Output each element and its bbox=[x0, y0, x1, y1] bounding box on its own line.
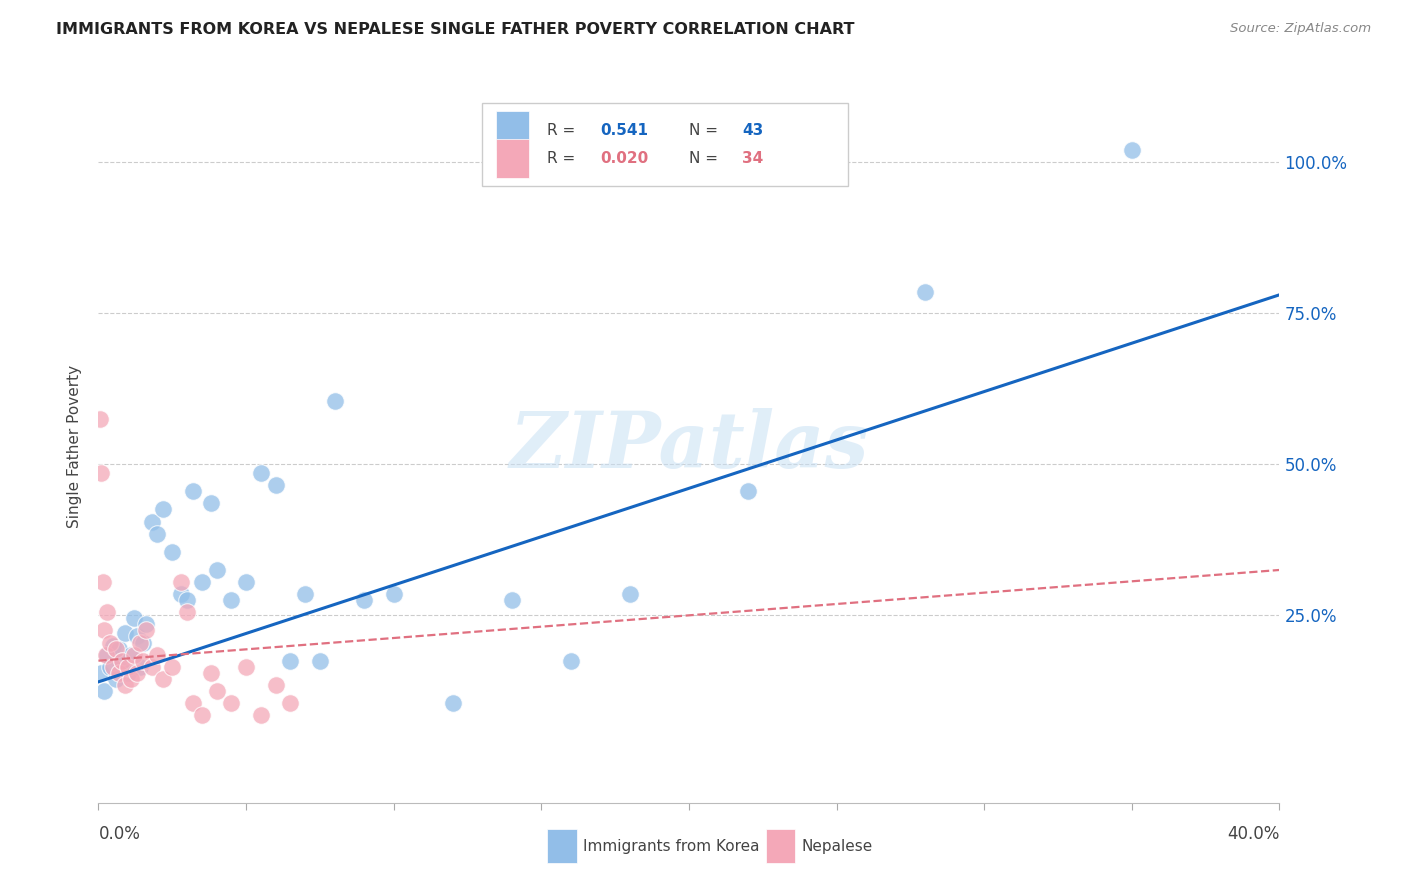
Point bbox=[170, 587, 193, 601]
Bar bbox=[766, 830, 796, 863]
Text: 0.541: 0.541 bbox=[600, 123, 648, 137]
Text: N =: N = bbox=[689, 123, 723, 137]
Point bbox=[309, 654, 332, 668]
Point bbox=[146, 648, 169, 662]
Point bbox=[152, 672, 174, 686]
Point bbox=[98, 635, 121, 649]
Text: R =: R = bbox=[547, 152, 581, 166]
Point bbox=[200, 496, 222, 510]
Point bbox=[162, 545, 183, 559]
Point bbox=[90, 665, 112, 680]
Point bbox=[120, 672, 142, 686]
Point bbox=[219, 696, 242, 710]
Text: R =: R = bbox=[547, 123, 581, 137]
Point bbox=[141, 659, 163, 673]
Point bbox=[235, 575, 257, 590]
Bar bbox=[496, 139, 530, 178]
Point bbox=[152, 502, 174, 516]
Point bbox=[278, 696, 302, 710]
Point bbox=[200, 665, 222, 680]
Point bbox=[501, 593, 523, 607]
Y-axis label: Single Father Poverty: Single Father Poverty bbox=[67, 365, 83, 527]
Point bbox=[96, 648, 118, 662]
Point bbox=[619, 587, 641, 601]
Text: 34: 34 bbox=[742, 152, 763, 166]
Point bbox=[114, 626, 136, 640]
Text: Nepalese: Nepalese bbox=[801, 838, 872, 854]
Text: Source: ZipAtlas.com: Source: ZipAtlas.com bbox=[1230, 22, 1371, 36]
Point bbox=[382, 587, 405, 601]
Point bbox=[176, 605, 198, 619]
Point bbox=[105, 672, 128, 686]
Point bbox=[914, 285, 936, 299]
Point bbox=[278, 654, 302, 668]
Text: 0.020: 0.020 bbox=[600, 152, 648, 166]
Point bbox=[125, 630, 148, 644]
Point bbox=[117, 665, 139, 680]
Text: ZIPatlas: ZIPatlas bbox=[509, 408, 869, 484]
Point bbox=[264, 678, 287, 692]
Point bbox=[117, 659, 139, 673]
Bar bbox=[496, 111, 530, 150]
Point bbox=[93, 624, 115, 638]
Point bbox=[93, 684, 115, 698]
Point bbox=[114, 678, 136, 692]
Point bbox=[219, 593, 242, 607]
Point bbox=[146, 526, 169, 541]
Point bbox=[89, 411, 111, 425]
Point bbox=[91, 575, 114, 590]
Point bbox=[264, 478, 287, 492]
Point bbox=[737, 484, 759, 499]
Point bbox=[441, 696, 464, 710]
Point bbox=[323, 393, 346, 408]
Point bbox=[132, 654, 155, 668]
Point bbox=[108, 665, 131, 680]
Point bbox=[128, 659, 150, 673]
Point bbox=[176, 593, 198, 607]
Point bbox=[1121, 143, 1143, 157]
Point bbox=[294, 587, 316, 601]
Bar bbox=[547, 830, 576, 863]
Point bbox=[90, 467, 112, 481]
Point bbox=[122, 611, 145, 625]
Point bbox=[181, 696, 204, 710]
Point bbox=[170, 575, 193, 590]
Text: 40.0%: 40.0% bbox=[1227, 825, 1279, 843]
Text: 43: 43 bbox=[742, 123, 763, 137]
Point bbox=[94, 648, 117, 662]
Point bbox=[125, 665, 148, 680]
FancyBboxPatch shape bbox=[482, 103, 848, 186]
Point bbox=[191, 575, 214, 590]
Point bbox=[103, 659, 125, 673]
Point bbox=[103, 639, 125, 653]
Point bbox=[353, 593, 375, 607]
Point bbox=[560, 654, 582, 668]
Point bbox=[250, 708, 273, 723]
Point bbox=[205, 563, 228, 577]
Point bbox=[135, 624, 157, 638]
Point bbox=[128, 635, 150, 649]
Point bbox=[98, 659, 121, 673]
Point bbox=[105, 641, 128, 656]
Point bbox=[181, 484, 204, 499]
Point bbox=[235, 659, 257, 673]
Text: Immigrants from Korea: Immigrants from Korea bbox=[582, 838, 759, 854]
Point bbox=[111, 654, 134, 668]
Text: N =: N = bbox=[689, 152, 723, 166]
Point bbox=[132, 635, 155, 649]
Point bbox=[108, 641, 131, 656]
Point bbox=[250, 467, 273, 481]
Point bbox=[96, 605, 118, 619]
Point bbox=[122, 648, 145, 662]
Text: 0.0%: 0.0% bbox=[98, 825, 141, 843]
Point bbox=[120, 648, 142, 662]
Point bbox=[135, 617, 157, 632]
Point bbox=[162, 659, 183, 673]
Point bbox=[191, 708, 214, 723]
Text: IMMIGRANTS FROM KOREA VS NEPALESE SINGLE FATHER POVERTY CORRELATION CHART: IMMIGRANTS FROM KOREA VS NEPALESE SINGLE… bbox=[56, 22, 855, 37]
Point bbox=[205, 684, 228, 698]
Point bbox=[141, 515, 163, 529]
Point bbox=[111, 654, 134, 668]
